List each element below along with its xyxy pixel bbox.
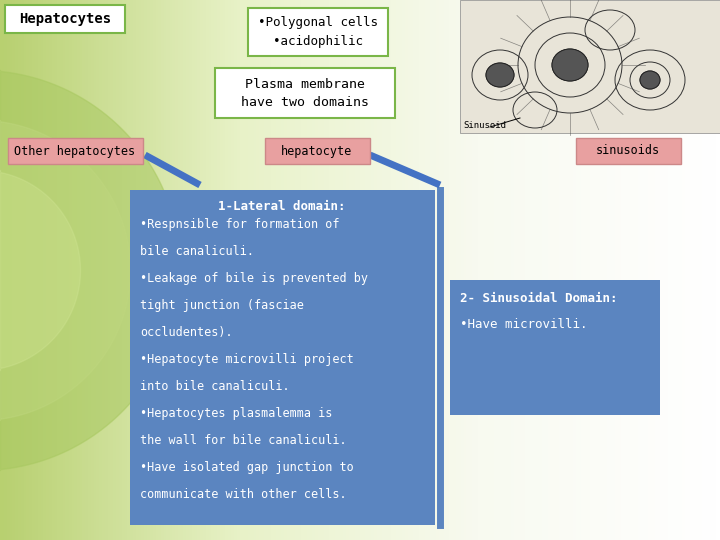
FancyBboxPatch shape: [8, 138, 143, 164]
Text: into bile canaliculi.: into bile canaliculi.: [140, 380, 289, 393]
Text: the wall for bile canaliculi.: the wall for bile canaliculi.: [140, 434, 346, 447]
Ellipse shape: [640, 71, 660, 89]
FancyBboxPatch shape: [460, 0, 720, 133]
Text: Other hepatocytes: Other hepatocytes: [14, 145, 135, 158]
Text: •Polygonal cells
•acidophilic: •Polygonal cells •acidophilic: [258, 16, 378, 48]
Text: hepatocyte: hepatocyte: [282, 145, 353, 158]
FancyBboxPatch shape: [130, 190, 435, 525]
Text: Plasma membrane
have two domains: Plasma membrane have two domains: [241, 78, 369, 109]
FancyBboxPatch shape: [265, 138, 370, 164]
FancyBboxPatch shape: [450, 280, 660, 415]
Text: bile canaliculi.: bile canaliculi.: [140, 245, 254, 258]
Text: 2- Sinusoidal Domain:: 2- Sinusoidal Domain:: [460, 292, 618, 305]
Text: occludentes).: occludentes).: [140, 326, 233, 339]
Text: •Respnsible for formation of: •Respnsible for formation of: [140, 218, 340, 231]
Ellipse shape: [486, 63, 514, 87]
Text: 1-Lateral domain:: 1-Lateral domain:: [218, 200, 346, 213]
FancyBboxPatch shape: [576, 138, 681, 164]
Text: Sinusoid: Sinusoid: [463, 121, 506, 130]
Text: sinusoids: sinusoids: [596, 145, 660, 158]
FancyBboxPatch shape: [248, 8, 388, 56]
Text: •Leakage of bile is prevented by: •Leakage of bile is prevented by: [140, 272, 368, 285]
Text: •Have isolated gap junction to: •Have isolated gap junction to: [140, 461, 354, 474]
Text: Hepatocytes: Hepatocytes: [19, 12, 111, 26]
Text: communicate with other cells.: communicate with other cells.: [140, 488, 346, 501]
Text: •Have microvilli.: •Have microvilli.: [460, 318, 588, 331]
FancyBboxPatch shape: [215, 68, 395, 118]
FancyBboxPatch shape: [5, 5, 125, 33]
Ellipse shape: [552, 49, 588, 81]
Text: •Hepatocytes plasmalemma is: •Hepatocytes plasmalemma is: [140, 407, 333, 420]
Text: tight junction (fasciae: tight junction (fasciae: [140, 299, 304, 312]
Text: •Hepatocyte microvilli project: •Hepatocyte microvilli project: [140, 353, 354, 366]
